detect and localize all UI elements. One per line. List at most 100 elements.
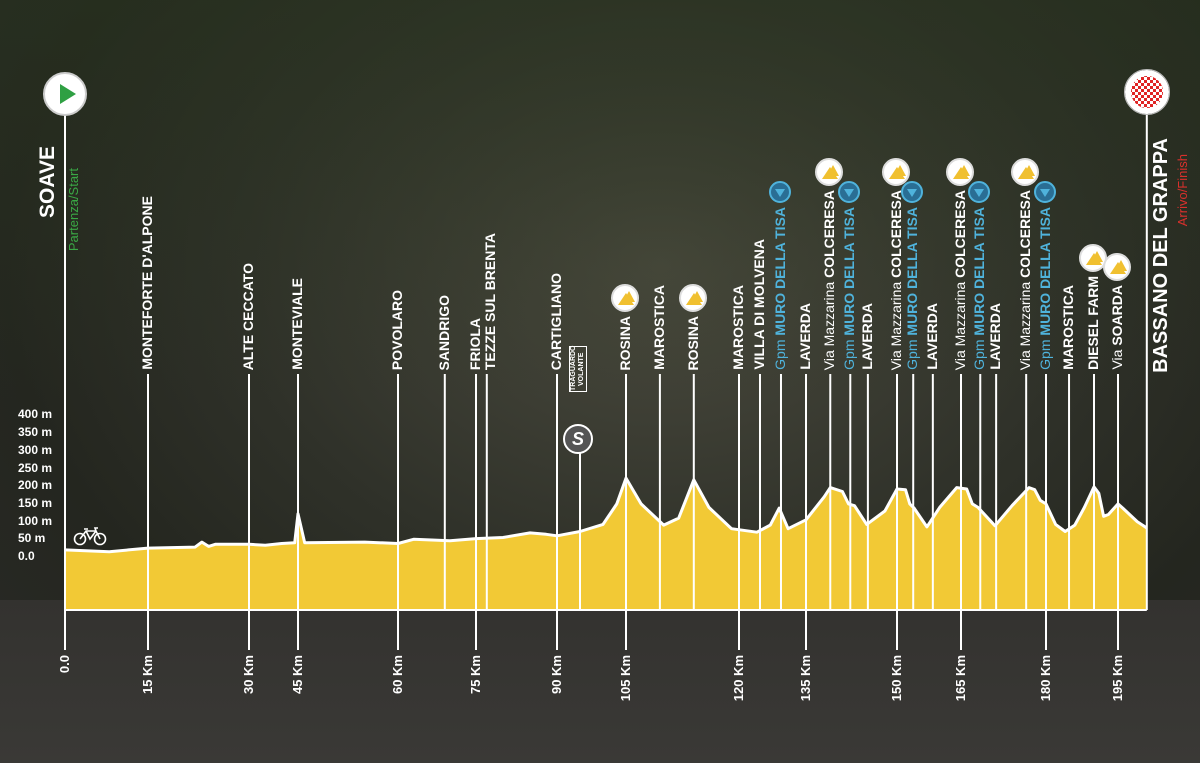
location-name: COLCERESA	[1017, 189, 1034, 278]
location-label: ALTE CECCATO	[240, 262, 256, 370]
location-label: Via Mazzarina COLCERESA	[952, 189, 968, 370]
location-name: ROSINA	[684, 315, 701, 370]
location-name: MURO DELLA TISA	[904, 207, 921, 336]
background-road	[0, 600, 1200, 763]
location-name: LAVERDA	[858, 303, 875, 370]
x-tick-label: 0.0	[57, 655, 72, 674]
location-label: ROSINA	[684, 315, 701, 370]
location-name: ALTE CECCATO	[240, 262, 256, 370]
y-tick-label: 250 m	[18, 460, 53, 475]
x-tick-label: 90 Km	[549, 655, 564, 695]
background-photo	[0, 0, 1200, 400]
location-label: Gpm MURO DELLA TISA	[904, 207, 921, 370]
location-name: MURO DELLA TISA	[771, 207, 788, 336]
mountain-climb-icon	[882, 157, 910, 186]
y-tick-label: 0.0	[18, 549, 35, 563]
x-tick-label: 195 Km	[1110, 655, 1125, 702]
y-tick-label: 400 m	[18, 407, 53, 422]
location-label: Via Mazzarina COLCERESA	[1017, 189, 1034, 370]
location-name: ROSINA	[617, 315, 633, 370]
sprint-label: TRAGUARDO VOLANTE	[569, 345, 587, 392]
location-prefix: Gpm	[904, 339, 921, 370]
start-town: SOAVE	[36, 146, 59, 218]
location-label: Gpm MURO DELLA TISA	[771, 207, 788, 370]
location-label: TEZZE SUL BRENTA	[482, 232, 498, 370]
location-name: MAROSTICA	[650, 285, 667, 370]
x-tick-label: 180 Km	[1038, 655, 1053, 702]
location-label: VILLA DI MOLVENA	[750, 239, 767, 370]
location-name: POVOLARO	[389, 289, 405, 370]
finish-town: BASSANO DEL GRAPPA	[1150, 138, 1172, 373]
location-label: MAROSTICA	[730, 285, 746, 370]
location-name: COLCERESA	[952, 189, 968, 278]
start-flag-icon	[43, 72, 87, 116]
location-name: MONTEFORTE D'ALPONE	[139, 196, 155, 370]
location-label: SANDRIGO	[435, 294, 452, 370]
location-prefix: Gpm	[1037, 339, 1053, 370]
location-label: MAROSTICA	[1060, 285, 1077, 370]
gpm-climb-icon	[768, 181, 791, 204]
location-name: MAROSTICA	[1060, 285, 1077, 370]
profile-area	[65, 478, 1147, 610]
location-prefix: Gpm	[971, 339, 988, 370]
mountain-climb-icon	[678, 283, 707, 312]
location-name: MURO DELLA TISA	[1037, 207, 1053, 336]
location-name: MONTEVIALE	[289, 278, 305, 370]
y-tick-label: 200 m	[18, 478, 53, 493]
gpm-climb-icon	[968, 181, 991, 204]
y-tick-label: 150 m	[18, 495, 53, 510]
location-label: FRIOLA	[467, 318, 483, 370]
x-tick-label: 105 Km	[618, 655, 633, 702]
gpm-climb-icon	[901, 181, 924, 204]
location-name: CARTIGLIANO	[548, 272, 564, 370]
location-label: MONTEVIALE	[289, 278, 305, 370]
y-tick-label: 50 m	[18, 531, 46, 546]
location-prefix: Via Mazzarina	[1017, 281, 1034, 370]
mountain-climb-icon	[815, 157, 844, 186]
x-tick-label: 135 Km	[798, 655, 813, 702]
location-label: LAVERDA	[797, 303, 813, 370]
gpm-climb-icon	[1034, 181, 1056, 204]
location-label: MONTEFORTE D'ALPONE	[139, 196, 155, 370]
location-name: MAROSTICA	[730, 285, 746, 370]
y-tick-label: 100 m	[18, 513, 53, 528]
location-name: SANDRIGO	[435, 294, 452, 370]
location-label: Via Mazzarina COLCERESA	[821, 189, 838, 370]
x-tick-label: 120 Km	[731, 655, 746, 702]
location-prefix: Gpm	[771, 339, 788, 370]
location-name: LAVERDA	[987, 303, 1004, 370]
location-name: MURO DELLA TISA	[841, 207, 858, 336]
location-name: VILLA DI MOLVENA	[750, 239, 767, 370]
location-name: TEZZE SUL BRENTA	[482, 232, 498, 370]
location-label: Via SOARDA	[1109, 285, 1125, 370]
x-tick-label: 60 Km	[390, 655, 405, 695]
profile-line	[64, 476, 1148, 554]
y-tick-label: 350 m	[18, 425, 53, 440]
x-tick-label: 30 Km	[241, 655, 256, 695]
location-label: Gpm MURO DELLA TISA	[1037, 207, 1053, 370]
mountain-climb-icon	[1011, 157, 1040, 186]
location-label: MAROSTICA	[650, 285, 667, 370]
x-tick-label: 165 Km	[953, 655, 968, 702]
y-tick-label: 300 m	[18, 442, 53, 457]
location-prefix: Gpm	[841, 339, 858, 370]
start-caption: Partenza/Start	[66, 167, 81, 251]
mountain-climb-icon	[1103, 253, 1131, 282]
x-tick-label: 75 Km	[468, 655, 483, 695]
mountain-climb-icon	[1079, 244, 1107, 273]
location-name: DIESEL FARM	[1085, 276, 1101, 370]
location-name: LAVERDA	[797, 303, 813, 370]
location-prefix: Via Mazzarina	[821, 281, 838, 370]
location-name: COLCERESA	[821, 189, 838, 278]
location-label: LAVERDA	[987, 303, 1004, 370]
finish-checkered-flag-icon	[1124, 69, 1170, 115]
intermediate-sprint-icon: S	[563, 424, 593, 454]
location-prefix: Via Mazzarina	[952, 281, 968, 370]
location-label: Gpm MURO DELLA TISA	[841, 207, 858, 370]
finish-caption: Arrivo/Finish	[1175, 153, 1190, 226]
location-prefix: Via	[1109, 350, 1125, 370]
location-prefix: Via Mazzarina	[888, 281, 904, 370]
location-label: LAVERDA	[924, 303, 940, 370]
x-tick-label: 15 Km	[140, 655, 155, 695]
location-label: ROSINA	[617, 315, 633, 370]
